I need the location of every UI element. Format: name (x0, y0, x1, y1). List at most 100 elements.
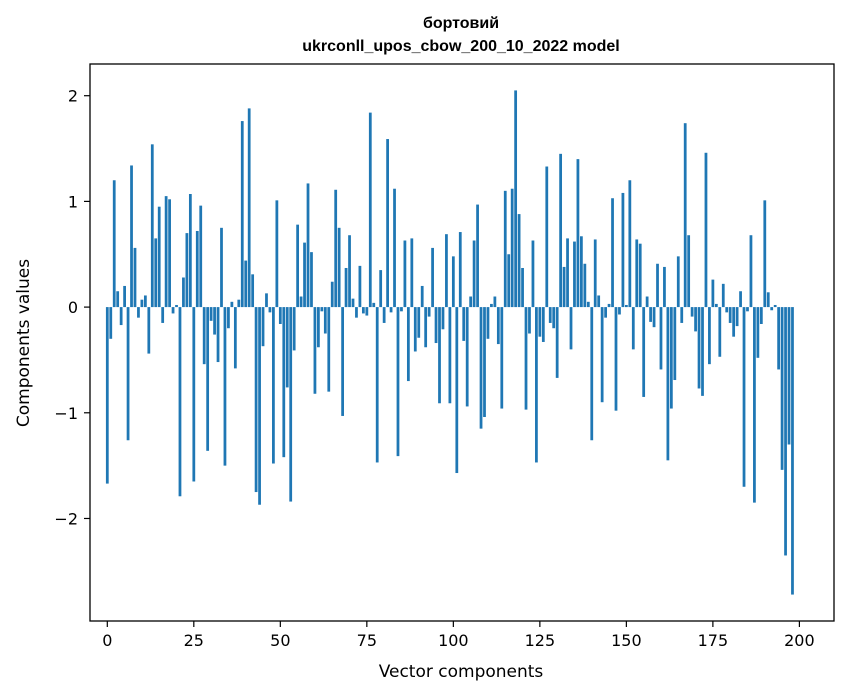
bar (372, 302, 376, 308)
bar (663, 266, 666, 308)
bar (545, 166, 549, 308)
bar (652, 307, 656, 328)
bar (192, 307, 196, 482)
bar (597, 295, 601, 308)
bar (690, 307, 694, 317)
y-axis-ticks: −2 −1 0 1 2 (54, 87, 90, 528)
bar (330, 281, 334, 308)
bar (299, 296, 303, 308)
bar (182, 277, 185, 308)
bar (600, 307, 604, 403)
bar (573, 241, 576, 308)
bar (510, 188, 514, 308)
x-tick-label: 50 (270, 631, 290, 650)
bar (604, 307, 607, 318)
bar (254, 307, 258, 493)
bar (773, 304, 777, 308)
bar (403, 240, 407, 308)
bar (725, 307, 729, 313)
bar (746, 307, 749, 312)
bar (147, 307, 151, 354)
bar (157, 206, 161, 308)
bar (756, 307, 760, 358)
x-axis-ticks: 0 25 50 75 100 125 150 175 200 (102, 621, 815, 650)
bar (708, 307, 711, 365)
bar (739, 291, 742, 308)
bar (431, 247, 434, 308)
bar (493, 296, 497, 308)
bar (517, 214, 521, 308)
bar (638, 243, 642, 308)
bar (683, 123, 687, 308)
bar (427, 307, 431, 317)
x-tick-label: 175 (698, 631, 729, 650)
bar (320, 307, 324, 312)
y-tick-label: 0 (68, 298, 78, 317)
bar (649, 307, 652, 322)
y-tick-label: −2 (54, 509, 78, 528)
bar (455, 307, 459, 474)
bar (382, 307, 386, 323)
bar (462, 307, 466, 341)
bar (465, 307, 469, 407)
bar (237, 299, 241, 308)
bar (285, 307, 289, 388)
bar (296, 224, 300, 308)
bar (486, 307, 490, 339)
bar (694, 307, 697, 332)
x-tick-label: 0 (102, 631, 112, 650)
bar (763, 200, 767, 308)
bar (351, 298, 355, 308)
bar (230, 301, 234, 308)
bar (123, 285, 126, 308)
bar (185, 233, 189, 308)
bar (310, 252, 313, 308)
bar (618, 307, 621, 315)
bar (116, 291, 120, 308)
bar (777, 307, 781, 370)
bar (721, 283, 725, 308)
bar (742, 307, 746, 487)
x-tick-label: 200 (784, 631, 815, 650)
bar (265, 293, 268, 308)
x-tick-label: 150 (611, 631, 642, 650)
bar (112, 180, 116, 308)
bar (420, 285, 424, 308)
bar (735, 307, 739, 327)
bar (448, 307, 452, 404)
bar (569, 307, 573, 350)
bar (140, 299, 144, 308)
y-tick-label: 2 (68, 87, 78, 106)
bar (458, 232, 462, 308)
bar (787, 307, 791, 445)
bar (379, 270, 383, 308)
bar (105, 307, 109, 484)
y-tick-label: 1 (68, 192, 78, 211)
bar (365, 307, 369, 316)
bar (289, 307, 293, 502)
bar (469, 296, 473, 308)
bar (275, 200, 279, 308)
bar (109, 307, 113, 339)
bar (130, 165, 133, 308)
bar (531, 240, 535, 308)
bar (552, 307, 556, 329)
bar (656, 263, 659, 308)
bar (631, 307, 635, 350)
bar (645, 296, 649, 308)
bar (417, 307, 421, 338)
bar (126, 307, 130, 441)
bar (611, 198, 614, 308)
bar (780, 307, 784, 470)
bar (161, 307, 165, 323)
bar (711, 279, 715, 308)
bar (133, 247, 137, 308)
bar (251, 274, 255, 308)
y-tick-label: −1 (54, 404, 78, 423)
bar (607, 303, 611, 308)
bar (548, 307, 552, 323)
bar (413, 307, 417, 352)
chart-title: бортовий (423, 15, 499, 32)
bar (676, 256, 680, 308)
bar (119, 307, 123, 326)
